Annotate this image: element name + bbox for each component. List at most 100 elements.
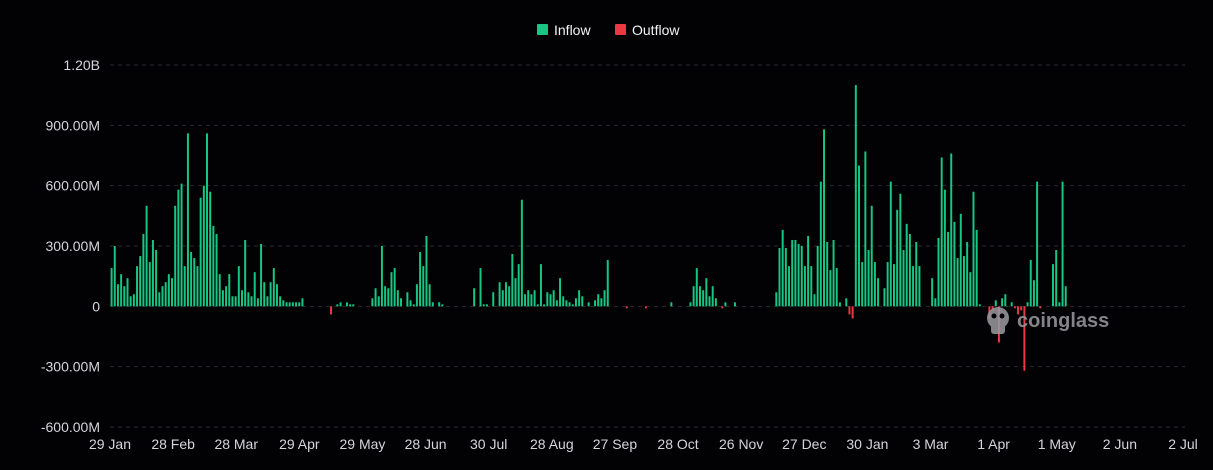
inflow-bar[interactable]: [231, 296, 234, 307]
inflow-bar[interactable]: [155, 250, 158, 307]
inflow-bar[interactable]: [594, 300, 597, 307]
inflow-bar[interactable]: [536, 304, 539, 307]
inflow-bar[interactable]: [279, 296, 282, 307]
inflow-bar[interactable]: [387, 288, 390, 307]
inflow-bar[interactable]: [266, 296, 269, 307]
outflow-bar[interactable]: [1039, 306, 1042, 309]
inflow-bar[interactable]: [110, 268, 113, 307]
inflow-bar[interactable]: [199, 197, 202, 307]
inflow-bar[interactable]: [1010, 302, 1013, 307]
inflow-bar[interactable]: [574, 298, 577, 307]
inflow-bar[interactable]: [228, 274, 231, 307]
inflow-bar[interactable]: [714, 298, 717, 307]
inflow-bar[interactable]: [832, 239, 835, 307]
inflow-bar[interactable]: [867, 250, 870, 307]
inflow-bar[interactable]: [1032, 280, 1035, 307]
inflow-bar[interactable]: [1036, 181, 1039, 307]
inflow-bar[interactable]: [918, 266, 921, 307]
inflow-bar[interactable]: [151, 239, 154, 307]
inflow-bar[interactable]: [221, 290, 224, 307]
inflow-bar[interactable]: [873, 262, 876, 307]
inflow-bar[interactable]: [800, 246, 803, 307]
inflow-bar[interactable]: [950, 153, 953, 307]
inflow-bar[interactable]: [905, 223, 908, 307]
inflow-bar[interactable]: [896, 209, 899, 307]
inflow-bar[interactable]: [838, 302, 841, 307]
outflow-bar[interactable]: [1013, 306, 1016, 309]
inflow-bar[interactable]: [504, 282, 507, 307]
inflow-bar[interactable]: [291, 302, 294, 307]
inflow-bar[interactable]: [587, 302, 590, 307]
inflow-bar[interactable]: [202, 185, 205, 307]
inflow-bar[interactable]: [775, 292, 778, 307]
inflow-bar[interactable]: [543, 304, 546, 307]
inflow-bar[interactable]: [352, 304, 355, 307]
inflow-bar[interactable]: [711, 286, 714, 307]
inflow-bar[interactable]: [425, 235, 428, 307]
inflow-bar[interactable]: [298, 302, 301, 307]
inflow-bar[interactable]: [263, 282, 266, 307]
outflow-bar[interactable]: [851, 306, 854, 319]
inflow-bar[interactable]: [409, 300, 412, 307]
inflow-bar[interactable]: [915, 241, 918, 307]
inflow-bar[interactable]: [578, 290, 581, 307]
inflow-bar[interactable]: [269, 282, 272, 307]
inflow-bar[interactable]: [899, 193, 902, 307]
outflow-bar[interactable]: [848, 306, 851, 315]
inflow-bar[interactable]: [501, 290, 504, 307]
inflow-bar[interactable]: [275, 284, 278, 307]
inflow-bar[interactable]: [301, 298, 304, 307]
inflow-bar[interactable]: [482, 304, 485, 307]
inflow-bar[interactable]: [962, 256, 965, 307]
inflow-bar[interactable]: [702, 290, 705, 307]
inflow-bar[interactable]: [978, 304, 981, 307]
inflow-bar[interactable]: [234, 296, 237, 307]
inflow-bar[interactable]: [142, 233, 145, 307]
inflow-bar[interactable]: [380, 246, 383, 307]
inflow-bar[interactable]: [549, 294, 552, 307]
inflow-bar[interactable]: [705, 278, 708, 307]
inflow-bar[interactable]: [555, 300, 558, 307]
inflow-bar[interactable]: [120, 274, 123, 307]
inflow-bar[interactable]: [377, 296, 380, 307]
inflow-bar[interactable]: [1061, 181, 1064, 307]
inflow-bar[interactable]: [419, 252, 422, 307]
inflow-bar[interactable]: [692, 286, 695, 307]
inflow-bar[interactable]: [349, 304, 352, 307]
inflow-bar[interactable]: [517, 264, 520, 307]
inflow-bar[interactable]: [530, 294, 533, 307]
inflow-bar[interactable]: [193, 258, 196, 307]
outflow-bar[interactable]: [330, 306, 333, 315]
inflow-bar[interactable]: [113, 246, 116, 307]
inflow-bar[interactable]: [562, 296, 565, 307]
inflow-bar[interactable]: [670, 302, 673, 307]
inflow-bar[interactable]: [813, 294, 816, 307]
inflow-bar[interactable]: [816, 246, 819, 307]
inflow-bar[interactable]: [422, 266, 425, 307]
inflow-bar[interactable]: [552, 290, 555, 307]
inflow-bar[interactable]: [295, 302, 298, 307]
inflow-bar[interactable]: [186, 133, 189, 307]
inflow-bar[interactable]: [603, 290, 606, 307]
inflow-bar[interactable]: [209, 191, 212, 307]
outflow-bar[interactable]: [1023, 306, 1026, 371]
inflow-bar[interactable]: [565, 300, 568, 307]
inflow-bar[interactable]: [695, 268, 698, 307]
inflow-bar[interactable]: [1055, 250, 1058, 307]
inflow-bar[interactable]: [581, 296, 584, 307]
inflow-bar[interactable]: [441, 304, 444, 307]
legend[interactable]: Inflow Outflow: [537, 22, 680, 38]
inflow-bar[interactable]: [959, 213, 962, 307]
inflow-bar[interactable]: [520, 199, 523, 307]
inflow-bar[interactable]: [937, 237, 940, 307]
outflow-bar[interactable]: [644, 306, 647, 309]
inflow-bar[interactable]: [492, 292, 495, 307]
inflow-bar[interactable]: [282, 300, 285, 307]
inflow-bar[interactable]: [132, 294, 135, 307]
inflow-bar[interactable]: [956, 258, 959, 307]
inflow-bar[interactable]: [241, 290, 243, 307]
inflow-bar[interactable]: [893, 264, 895, 307]
inflow-bar[interactable]: [1064, 286, 1067, 307]
inflow-bar[interactable]: [524, 294, 527, 307]
inflow-bar[interactable]: [225, 286, 228, 307]
